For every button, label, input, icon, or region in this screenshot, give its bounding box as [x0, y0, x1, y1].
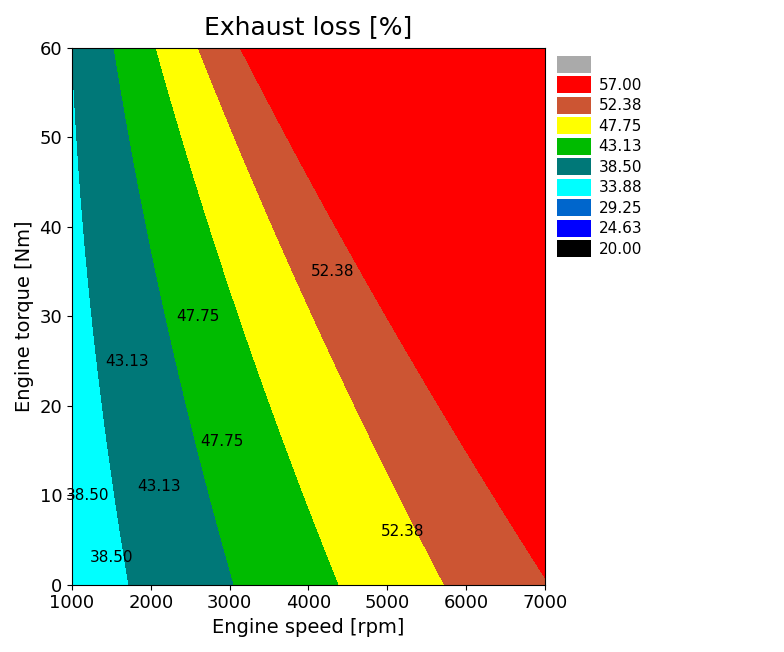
Text: 47.75: 47.75: [176, 309, 220, 324]
Y-axis label: Engine torque [Nm]: Engine torque [Nm]: [15, 220, 34, 412]
Text: 38.50: 38.50: [89, 550, 133, 565]
X-axis label: Engine speed [rpm]: Engine speed [rpm]: [212, 618, 405, 637]
Text: 47.75: 47.75: [200, 434, 244, 449]
Text: 52.38: 52.38: [381, 524, 425, 539]
Text: 43.13: 43.13: [137, 479, 180, 494]
Title: Exhaust loss [%]: Exhaust loss [%]: [205, 15, 412, 39]
Text: 52.38: 52.38: [310, 264, 354, 279]
Legend: , 57.00, 52.38, 47.75, 43.13, 38.50, 33.88, 29.25, 24.63, 20.00: , 57.00, 52.38, 47.75, 43.13, 38.50, 33.…: [557, 55, 642, 258]
Text: 43.13: 43.13: [105, 353, 149, 368]
Text: 38.50: 38.50: [66, 488, 110, 503]
